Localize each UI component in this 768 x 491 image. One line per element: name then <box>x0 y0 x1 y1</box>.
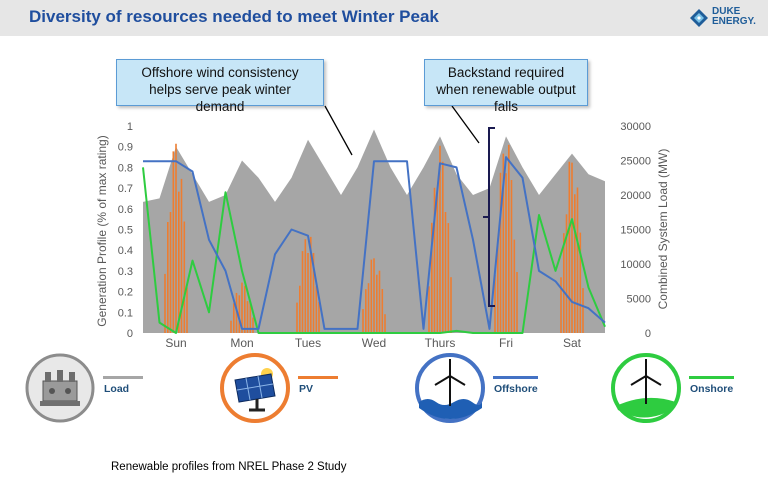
logo-text: DUKE ENERGY. <box>712 7 756 27</box>
duke-logo-icon <box>690 9 708 27</box>
x-tick-label: Tues <box>295 336 321 350</box>
wind-callout: Offshore wind consistency helps serve pe… <box>116 59 324 114</box>
slide-header: Diversity of resources needed to meet Wi… <box>0 0 768 36</box>
logo-line2: ENERGY. <box>712 16 756 27</box>
y-tick-label: 0.4 <box>118 245 133 257</box>
y-tick-label: 0.2 <box>118 287 133 299</box>
x-tick-label: Sun <box>165 336 186 350</box>
y-tick-label: 0.6 <box>118 204 133 216</box>
onshore-legend-label: Onshore <box>690 383 734 395</box>
y2-tick-label: 15000 <box>620 225 651 237</box>
x-tick-label: Fri <box>499 336 513 350</box>
y2-tick-label: 5000 <box>627 294 651 306</box>
y2-tick-label: 25000 <box>620 156 651 168</box>
y-tick-label: 0.8 <box>118 162 133 174</box>
y2-tick-label: 0 <box>645 328 651 340</box>
y-tick-label: 0.1 <box>118 307 133 319</box>
y2-axis-label: Combined System Load (MW) <box>656 149 670 310</box>
offshore-legend-icon <box>415 353 485 423</box>
plot-area <box>142 129 606 334</box>
footnote: Renewable profiles from NREL Phase 2 Stu… <box>111 461 347 473</box>
offshore-line <box>143 156 606 330</box>
x-tick-label: Wed <box>362 336 386 350</box>
backstand-callout-arrow <box>451 105 480 144</box>
y2-tick-label: 20000 <box>620 190 651 202</box>
y2-tick-label: 30000 <box>620 121 651 133</box>
x-tick-label: Mon <box>230 336 253 350</box>
y-tick-label: 0.9 <box>118 142 133 154</box>
x-axis-ticks: Sun Mon Tues Wed Thurs Fri Sat <box>165 336 581 350</box>
logo-line1: DUKE <box>712 6 741 17</box>
offshore-legend-swatch <box>493 376 538 379</box>
onshore-line <box>142 167 606 334</box>
load-legend-swatch <box>103 376 143 379</box>
pv-legend-icon <box>220 353 290 423</box>
wind-callout-arrow <box>324 105 353 156</box>
pv-legend-swatch <box>298 376 338 379</box>
backstand-callout: Backstand required when renewable output… <box>424 59 588 114</box>
load-legend-icon <box>25 353 95 423</box>
onshore-legend-swatch <box>689 376 734 379</box>
y-axis-label: Generation Profile (% of max rating) <box>95 135 109 326</box>
y-tick-label: 1 <box>127 121 133 133</box>
onshore-legend-icon <box>611 353 681 423</box>
duke-energy-logo: DUKE ENERGY. <box>688 6 760 32</box>
offshore-legend-label: Offshore <box>494 383 538 395</box>
slide-title: Diversity of resources needed to meet Wi… <box>29 7 439 26</box>
left-axis-ticks: 0 0.1 0.2 0.3 0.4 0.5 0.6 0.7 0.8 0.9 1 <box>118 121 133 340</box>
y2-tick-label: 10000 <box>620 259 651 271</box>
x-tick-label: Thurs <box>425 336 456 350</box>
y-tick-label: 0.3 <box>118 266 133 278</box>
x-tick-label: Sat <box>563 336 582 350</box>
y-tick-label: 0 <box>127 328 133 340</box>
right-axis-ticks: 0 5000 10000 15000 20000 25000 30000 <box>620 121 651 340</box>
pv-legend-label: PV <box>299 383 314 395</box>
load-legend-label: Load <box>104 383 130 395</box>
y-tick-label: 0.7 <box>118 183 133 195</box>
y-tick-label: 0.5 <box>118 225 133 237</box>
